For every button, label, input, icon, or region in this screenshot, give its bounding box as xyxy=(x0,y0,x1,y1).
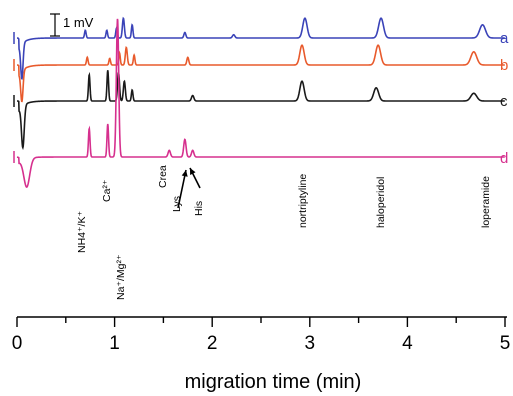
annotation-0: NH4⁺/K⁺ xyxy=(76,211,88,253)
annotation-1: Ca²⁺ xyxy=(101,179,113,202)
annotation-4: Lys xyxy=(171,196,183,212)
x-tick-label: 1 xyxy=(109,333,120,354)
annotation-5: His xyxy=(193,201,205,216)
x-tick-label: 2 xyxy=(207,333,218,354)
annotation-arrowhead-1 xyxy=(190,168,196,175)
annotation-6: nortriptyline xyxy=(297,174,309,228)
trace-label-c: c xyxy=(500,93,508,110)
x-tick-label: 0 xyxy=(12,333,23,354)
x-axis: 0 1 2 3 4 5 xyxy=(12,316,511,354)
x-tick-label: 3 xyxy=(305,333,316,354)
annotation-3: Crea xyxy=(157,165,169,188)
trace-b xyxy=(17,44,505,103)
annotation-2: Na⁺/Mg²⁺ xyxy=(115,254,127,300)
annotation-arrowhead-0 xyxy=(181,170,188,177)
trace-c xyxy=(16,70,505,151)
scale-bar: 1 mV xyxy=(50,13,94,37)
trace-label-d: d xyxy=(500,150,508,167)
trace-label-a: a xyxy=(500,30,509,47)
x-tick-label: 4 xyxy=(402,333,413,354)
annotation-8: loperamide xyxy=(480,176,492,228)
scale-bar-label: 1 mV xyxy=(63,15,94,30)
annotation-arrow-0 xyxy=(177,169,187,209)
annotation-7: haloperidol xyxy=(375,177,387,228)
x-axis-label: migration time (min) xyxy=(185,371,362,393)
x-tick-label: 5 xyxy=(500,333,511,354)
traces-group: ab c d xyxy=(13,16,509,188)
trace-label-b: b xyxy=(500,57,508,74)
trace-a xyxy=(16,16,505,80)
trace-d xyxy=(16,18,505,188)
